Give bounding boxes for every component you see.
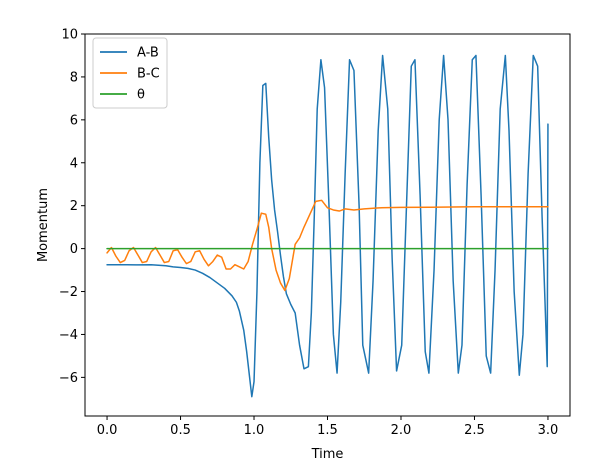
x-axis-label: Time	[311, 447, 344, 462]
y-tick-label: 0	[70, 242, 78, 257]
x-tick-label: 0.5	[170, 423, 191, 438]
x-tick-label: 1.5	[317, 423, 338, 438]
y-tick-label: 8	[70, 70, 78, 85]
plot-lines	[106, 54, 549, 398]
legend-label-a-b: A-B	[137, 46, 159, 61]
y-axis-label: Momentum	[36, 188, 51, 262]
y-tick-label: 6	[70, 113, 78, 128]
x-tick-label: 2.5	[464, 423, 485, 438]
legend-label-b-c: B-C	[137, 67, 160, 82]
series-line-b-c	[106, 199, 549, 292]
x-axis-ticks: 0.0 0.5 1.0 1.5 2.0 2.5 3.0	[97, 416, 559, 438]
x-tick-label: 2.0	[391, 423, 412, 438]
x-tick-label: 3.0	[538, 423, 559, 438]
legend-box	[92, 37, 168, 109]
y-tick-label: −6	[59, 371, 78, 386]
y-axis-ticks: −6 −4 −2 0 2 4 6 8 10	[59, 28, 85, 386]
y-tick-label: 10	[61, 28, 78, 43]
y-tick-label: −2	[59, 285, 78, 300]
y-tick-label: 4	[70, 156, 78, 171]
x-tick-label: 0.0	[97, 423, 118, 438]
legend-label-theta: θ	[137, 88, 145, 103]
series-line-a-b	[106, 54, 549, 398]
y-tick-label: −4	[59, 328, 78, 343]
y-tick-label: 2	[70, 199, 78, 214]
legend: A-B B-C θ	[92, 37, 168, 109]
x-tick-label: 1.0	[244, 423, 265, 438]
